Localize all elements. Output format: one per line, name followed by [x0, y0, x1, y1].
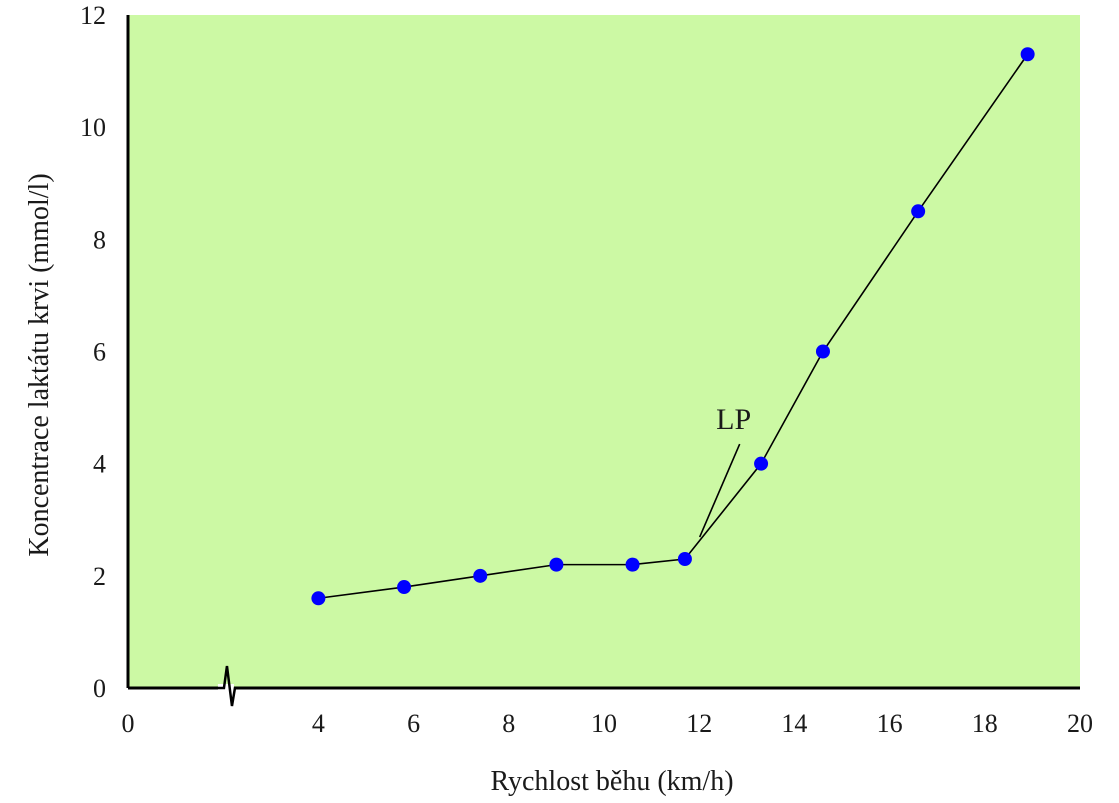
data-point: [473, 568, 488, 583]
data-point: [311, 591, 326, 606]
x-tick-label: 10: [591, 709, 617, 738]
data-point: [911, 204, 926, 219]
y-tick-label: 0: [93, 674, 106, 703]
annotation-label: LP: [716, 403, 751, 436]
data-point: [1020, 47, 1035, 62]
x-tick-label: 4: [312, 709, 325, 738]
x-tick-label: 18: [972, 709, 998, 738]
annotation-pointer: [698, 443, 741, 538]
data-point: [549, 557, 564, 572]
y-tick-label: 2: [93, 562, 106, 591]
data-point: [815, 344, 830, 359]
x-tick-label: 16: [877, 709, 903, 738]
axis-break-gap: [217, 684, 234, 692]
axis-break-mark: [213, 665, 244, 707]
x-tick-label: 8: [502, 709, 515, 738]
x-tick-label: 6: [407, 709, 420, 738]
series-line: [318, 53, 1029, 600]
plot-area: [128, 15, 1080, 688]
x-axis-title: Rychlost běhu (km/h): [490, 766, 733, 797]
y-tick-label: 10: [80, 113, 106, 142]
data-point: [625, 557, 640, 572]
data-point: [397, 580, 412, 595]
x-tick-label: 14: [781, 709, 807, 738]
y-tick-label: 8: [93, 225, 106, 254]
x-tick-label: 20: [1067, 709, 1093, 738]
y-axis-title: Koncentrace laktátu krvi (mmol/l): [24, 173, 55, 556]
x-tick-label: 0: [122, 709, 135, 738]
y-tick-label: 6: [93, 338, 106, 367]
data-point: [677, 552, 692, 567]
data-point: [754, 456, 769, 471]
x-tick-label: 12: [686, 709, 712, 738]
y-tick-label: 4: [93, 450, 106, 479]
y-tick-label: 12: [80, 1, 106, 30]
